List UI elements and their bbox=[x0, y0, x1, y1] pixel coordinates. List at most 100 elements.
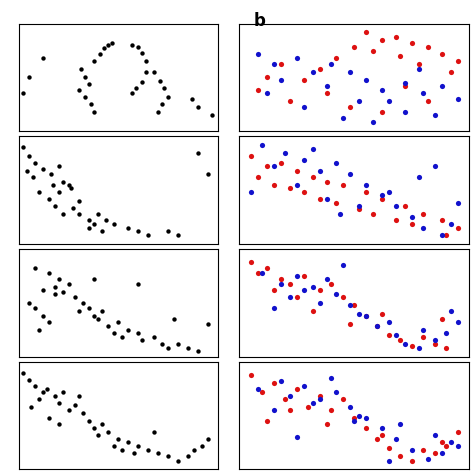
Point bbox=[316, 299, 323, 307]
Point bbox=[346, 104, 354, 111]
Point bbox=[415, 65, 422, 73]
Point bbox=[158, 340, 166, 347]
Point bbox=[442, 442, 450, 449]
Point bbox=[110, 329, 118, 337]
Point bbox=[35, 326, 43, 334]
Point bbox=[309, 283, 317, 291]
Point bbox=[160, 84, 168, 92]
Point bbox=[286, 406, 293, 414]
Point bbox=[415, 61, 422, 68]
Point bbox=[286, 294, 293, 301]
Point bbox=[454, 224, 462, 231]
Point bbox=[27, 403, 35, 411]
Point bbox=[254, 50, 261, 57]
Point bbox=[378, 108, 386, 116]
Point bbox=[374, 323, 381, 330]
Point bbox=[316, 167, 323, 174]
Point bbox=[282, 149, 289, 156]
Text: b: b bbox=[254, 12, 265, 30]
Point bbox=[154, 449, 162, 457]
Point bbox=[385, 97, 392, 105]
Point bbox=[164, 93, 172, 100]
Point bbox=[258, 141, 266, 149]
Point bbox=[91, 221, 98, 228]
Point bbox=[109, 39, 116, 47]
Point bbox=[39, 312, 46, 319]
Point bbox=[385, 331, 392, 339]
Point bbox=[431, 337, 438, 344]
Point bbox=[346, 320, 354, 328]
Point bbox=[31, 304, 39, 312]
Point bbox=[438, 231, 446, 239]
Point bbox=[362, 425, 370, 432]
Point bbox=[447, 68, 455, 76]
Point bbox=[419, 210, 427, 218]
Point bbox=[164, 227, 172, 235]
Point bbox=[447, 438, 455, 446]
Point bbox=[454, 319, 462, 326]
Point bbox=[55, 189, 63, 196]
Point bbox=[164, 453, 172, 460]
Point bbox=[392, 331, 400, 339]
Point bbox=[156, 77, 164, 84]
Point bbox=[59, 210, 66, 218]
Point bbox=[204, 436, 211, 443]
Point bbox=[323, 82, 330, 90]
Point bbox=[385, 457, 392, 465]
Point bbox=[424, 97, 432, 105]
Point bbox=[277, 76, 284, 83]
Point bbox=[362, 28, 370, 36]
Point bbox=[350, 417, 358, 425]
Point bbox=[454, 57, 462, 65]
Point bbox=[378, 36, 386, 44]
Point bbox=[45, 319, 53, 326]
Point bbox=[55, 275, 63, 283]
Point bbox=[91, 108, 98, 116]
Point bbox=[374, 323, 381, 330]
Point bbox=[254, 173, 261, 181]
Point bbox=[247, 371, 255, 379]
Point bbox=[19, 143, 27, 151]
Point bbox=[419, 333, 427, 341]
Point bbox=[401, 82, 409, 90]
Point bbox=[95, 431, 102, 439]
Point bbox=[392, 217, 400, 224]
Point bbox=[35, 189, 43, 196]
Point bbox=[102, 217, 110, 224]
Point bbox=[454, 199, 462, 207]
Point bbox=[277, 275, 284, 283]
Point bbox=[316, 195, 323, 202]
Point bbox=[130, 449, 138, 457]
Point bbox=[277, 159, 284, 167]
Point bbox=[438, 50, 446, 57]
Point bbox=[45, 195, 53, 202]
Point bbox=[65, 181, 73, 189]
Point bbox=[85, 304, 92, 312]
Point bbox=[85, 417, 92, 425]
Point bbox=[91, 312, 98, 319]
Point bbox=[65, 406, 73, 414]
Point bbox=[385, 319, 392, 326]
Point bbox=[254, 86, 261, 94]
Point bbox=[369, 47, 376, 55]
Point bbox=[362, 181, 370, 189]
Point bbox=[355, 97, 363, 105]
Point bbox=[328, 61, 335, 68]
Point bbox=[408, 39, 416, 47]
Point bbox=[142, 68, 150, 76]
Point bbox=[115, 436, 122, 443]
Point bbox=[401, 340, 409, 347]
Point bbox=[282, 396, 289, 403]
Point bbox=[190, 446, 198, 454]
Point bbox=[35, 396, 43, 403]
Point bbox=[31, 382, 39, 389]
Point bbox=[263, 73, 271, 81]
Point bbox=[442, 231, 450, 239]
Point bbox=[378, 191, 386, 199]
Point bbox=[323, 195, 330, 202]
Point bbox=[431, 431, 438, 439]
Point bbox=[339, 114, 346, 122]
Point bbox=[59, 288, 66, 296]
Point bbox=[362, 414, 370, 421]
Point bbox=[39, 388, 46, 396]
